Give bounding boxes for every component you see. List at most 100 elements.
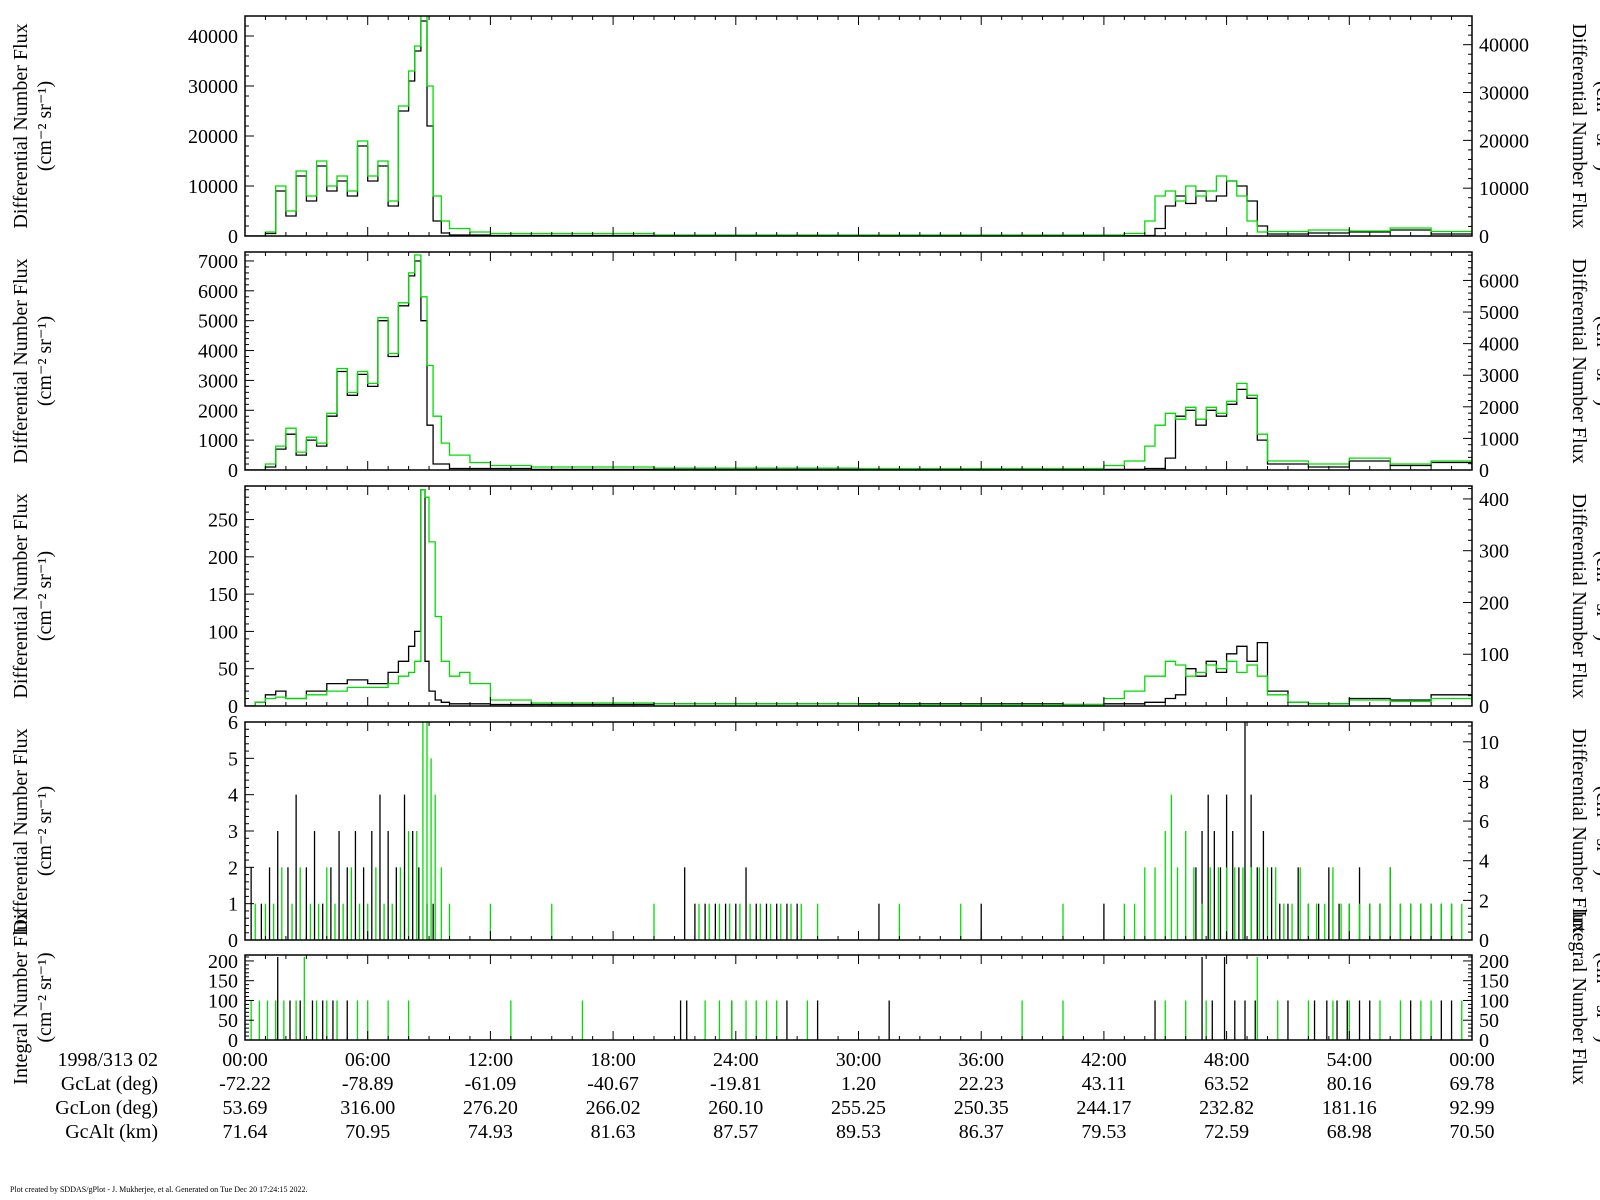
panel-5-data (250, 956, 1463, 1040)
y-tick-label-right: 300 (1479, 541, 1509, 563)
y-tick-label-right: 4000 (1479, 334, 1519, 356)
y-tick-label-right: 50 (1479, 1010, 1499, 1032)
y-tick-label-left: 50 (218, 1010, 238, 1032)
y-tick-label-right: 150 (1479, 971, 1509, 993)
ephemeris-value: 30:00 (836, 1049, 882, 1071)
ephemeris-value: 255.25 (831, 1097, 886, 1119)
y-tick-label-left: 40000 (188, 26, 238, 48)
y-tick-label-right: 2000 (1479, 397, 1519, 419)
y-tick-label-left: 20000 (188, 126, 238, 148)
ephemeris-value: 92.99 (1450, 1097, 1495, 1119)
y-tick-label-left: 6000 (198, 281, 238, 303)
ephemeris-value: 68.98 (1327, 1121, 1372, 1143)
y-tick-label-right: 40000 (1479, 35, 1529, 57)
ephemeris-value: 87.57 (713, 1121, 758, 1143)
y-tick-label-left: 200 (208, 951, 238, 973)
ephemeris-value: -72.22 (219, 1073, 271, 1095)
ephemeris-value: 70.50 (1450, 1121, 1495, 1143)
ephemeris-value: 1.20 (841, 1073, 876, 1095)
ephemeris-value: 24:00 (713, 1049, 759, 1071)
y-tick-label-left: 7000 (198, 251, 238, 273)
y-axis-title-left: Differential Number Flux (cm⁻² sr⁻¹) (10, 493, 56, 698)
ephemeris-value: 86.37 (959, 1121, 1004, 1143)
y-tick-label-right: 6000 (1479, 270, 1519, 292)
y-axis-title-right: Differential Number Flux (cm⁻² sr⁻¹) (1568, 728, 1600, 933)
ephemeris-value: 12:00 (468, 1049, 514, 1071)
y-tick-label-left: 4 (228, 785, 238, 807)
ephemeris-value: 266.02 (586, 1097, 641, 1119)
y-axis-title-right: Differential Number Flux (cm⁻² sr⁻¹) (1568, 23, 1600, 228)
ephemeris-value: -78.89 (342, 1073, 394, 1095)
y-tick-label-left: 30000 (188, 76, 238, 98)
y-axis-title-right: Integral Number Flux (cm⁻² sr⁻¹) (1568, 910, 1600, 1084)
ephemeris-row-label: 1998/313 02 (57, 1049, 158, 1071)
ephemeris-row-label: GcLon (deg) (55, 1097, 158, 1119)
y-tick-label-right: 4 (1479, 851, 1489, 873)
ephemeris-table: 1998/313 02 00:00 06:00 12:00 18:00 24:00 30:0… (55, 1049, 1495, 1143)
ephemeris-value: 250.35 (954, 1097, 1009, 1119)
panel-1-series-green-line (245, 16, 1472, 236)
ephemeris-value: 48:00 (1204, 1049, 1250, 1071)
y-tick-label-left: 0 (228, 696, 238, 718)
ephemeris-value: 54:00 (1327, 1049, 1373, 1071)
y-tick-label-left: 2 (228, 857, 238, 879)
y-tick-label-right: 1000 (1479, 428, 1519, 450)
ephemeris-value: 72.59 (1204, 1121, 1249, 1143)
ephemeris-value: 36:00 (958, 1049, 1004, 1071)
y-tick-label-left: 0 (228, 460, 238, 482)
y-tick-label-right: 0 (1479, 226, 1489, 248)
panel-4: 0 1 2 3 4 5 6 0 2 4 6 8 10 Differential Number Flux (c… (10, 712, 1600, 952)
y-tick-label-right: 100 (1479, 990, 1509, 1012)
ephemeris-value: -61.09 (465, 1073, 517, 1095)
y-axis-title-left: Integral Number Flux (cm⁻² sr⁻¹) (10, 910, 56, 1084)
ephemeris-value: -40.67 (587, 1073, 639, 1095)
panel-2: 0 1000 2000 3000 4000 5000 6000 7000 0 1000 2000 30… (10, 251, 1600, 482)
y-tick-label-left: 250 (208, 510, 238, 532)
ephemeris-value: 71.64 (223, 1121, 268, 1143)
ephemeris-value: 276.20 (463, 1097, 518, 1119)
y-tick-label-left: 150 (208, 584, 238, 606)
panel-1: 0 10000 20000 30000 40000 0 10000 20000 30000 400… (10, 15, 1600, 248)
y-tick-label-left: 10000 (188, 176, 238, 198)
ephemeris-value: 53.69 (223, 1097, 268, 1119)
ephemeris-value: 70.95 (345, 1121, 390, 1143)
y-tick-label-left: 6 (228, 712, 238, 734)
y-tick-label-left: 3000 (198, 370, 238, 392)
y-axis-title-left: Differential Number Flux (cm⁻² sr⁻¹) (10, 728, 56, 933)
y-tick-label-right: 6 (1479, 811, 1489, 833)
y-tick-label-left: 2000 (198, 400, 238, 422)
panel-2-series-green-line (245, 254, 1472, 470)
panel-4-data (250, 722, 1463, 940)
ephemeris-value: 244.17 (1076, 1097, 1131, 1119)
y-tick-label-right: 200 (1479, 951, 1509, 973)
y-tick-label-right: 0 (1479, 696, 1489, 718)
panel-2-data (245, 254, 1472, 470)
y-axis-title-right: Differential Number Flux (cm⁻² sr⁻¹) (1568, 493, 1600, 698)
y-tick-label-right: 20000 (1479, 130, 1529, 152)
ephemeris-value: 22.23 (959, 1073, 1004, 1095)
y-axis-title-right: Differential Number Flux (cm⁻² sr⁻¹) (1568, 258, 1600, 463)
y-tick-label-left: 50 (218, 659, 238, 681)
ephemeris-value: 316.00 (340, 1097, 395, 1119)
y-tick-label-left: 200 (208, 547, 238, 569)
y-axis-title-left: Differential Number Flux (cm⁻² sr⁻¹) (10, 23, 56, 228)
y-tick-label-right: 30000 (1479, 83, 1529, 105)
y-tick-label-left: 1 (228, 894, 238, 916)
panel-1-series-black-line (245, 20, 1472, 236)
y-tick-label-left: 150 (208, 971, 238, 993)
y-tick-label-right: 200 (1479, 592, 1509, 614)
y-tick-label-right: 100 (1479, 644, 1509, 666)
y-tick-label-right: 2 (1479, 890, 1489, 912)
y-tick-label-right: 8 (1479, 771, 1489, 793)
y-tick-label-right: 0 (1479, 460, 1489, 482)
y-tick-label-left: 5 (228, 748, 238, 770)
y-tick-label-left: 5000 (198, 311, 238, 333)
ephemeris-value: 18:00 (590, 1049, 636, 1071)
y-tick-label-right: 0 (1479, 930, 1489, 952)
y-tick-label-left: 0 (228, 930, 238, 952)
y-tick-label-left: 3 (228, 821, 238, 843)
ephemeris-row-label: GcAlt (km) (65, 1121, 158, 1143)
panel-3: 0 50 100 150 200 250 0 100 200 300 400 Differential… (10, 485, 1600, 718)
y-tick-label-left: 0 (228, 226, 238, 248)
y-tick-label-right: 400 (1479, 489, 1509, 511)
